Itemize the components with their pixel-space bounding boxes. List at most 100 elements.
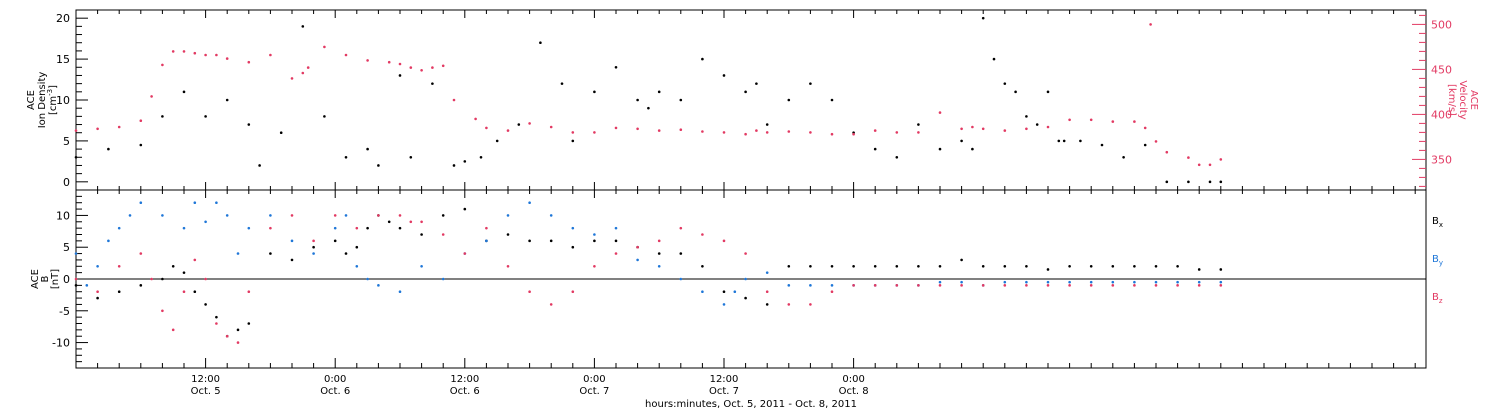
b-field-series-blue xyxy=(74,201,1223,306)
b-field-series-point xyxy=(873,284,877,287)
b-field-series-point xyxy=(809,303,812,306)
b-field-series-point xyxy=(171,328,175,332)
velocity-series-point xyxy=(420,69,423,72)
b-field-series-point xyxy=(139,252,143,255)
b-field-series-point xyxy=(333,226,337,230)
b-field-series-point xyxy=(1089,264,1093,268)
b-field-series-point xyxy=(420,220,423,224)
b-field-series-point xyxy=(1068,284,1071,287)
b-field-series-point xyxy=(290,239,294,243)
density-series-point xyxy=(161,115,164,118)
b-field-series-point xyxy=(74,284,78,287)
b-field-series-point xyxy=(1197,268,1201,271)
b-field-series-point xyxy=(485,226,488,230)
velocity-series-point xyxy=(873,129,877,132)
top-ylabel-unit-close: ] xyxy=(48,85,59,89)
x-tick-date: Oct. 5 xyxy=(191,386,221,397)
b-field-series-point xyxy=(960,258,963,262)
density-series-point xyxy=(204,115,207,118)
velocity-series-point xyxy=(161,63,164,67)
density-series-point xyxy=(182,90,186,94)
velocity-series-point xyxy=(306,66,310,69)
b-field-series-point xyxy=(1133,264,1136,268)
bottom-left-y-ticks: -10 -5 0 5 10 xyxy=(52,195,88,363)
b-field-series-point xyxy=(215,322,218,325)
b-field-series-point xyxy=(1219,268,1223,271)
density-series-point xyxy=(1014,90,1017,94)
velocity-series-point xyxy=(96,127,99,131)
bottom-ytick-label: 5 xyxy=(63,241,70,254)
x-tick-time: 0:00 xyxy=(324,374,346,385)
legend-bz-sub: z xyxy=(1439,297,1443,305)
velocity-series-point xyxy=(193,51,197,55)
b-field-series-point xyxy=(733,290,737,294)
b-field-series-point xyxy=(549,214,553,217)
density-series-point xyxy=(517,123,521,126)
top-ytick-label: 15 xyxy=(56,53,70,66)
b-field-series-point xyxy=(1197,284,1201,287)
b-field-series-point xyxy=(269,252,272,255)
b-field-series-point xyxy=(679,277,683,281)
bottom-panel-series xyxy=(74,201,1223,344)
velocity-series-point xyxy=(744,132,747,136)
velocity-series-point xyxy=(895,131,899,134)
density-series-point xyxy=(1208,180,1212,184)
x-tick-time: 0:00 xyxy=(842,374,864,385)
velocity-series-point xyxy=(344,53,348,57)
b-field-series-point xyxy=(312,245,315,249)
b-field-series-point xyxy=(852,284,855,287)
b-field-series-point xyxy=(593,239,596,243)
b-field-series-point xyxy=(377,214,380,217)
velocity-series-point xyxy=(398,62,402,66)
b-field-series-point xyxy=(1154,284,1158,287)
b-field-series-point xyxy=(1197,280,1201,284)
b-field-series-point xyxy=(1003,280,1007,284)
density-series-point xyxy=(614,65,618,69)
b-field-series-point xyxy=(139,284,143,287)
b-field-series-point xyxy=(96,264,99,268)
x-tick-time: 12:00 xyxy=(710,374,739,385)
velocity-series-point xyxy=(755,129,758,132)
b-field-series-point xyxy=(1111,280,1115,284)
velocity-series-point xyxy=(1089,118,1093,122)
b-field-series-point xyxy=(960,280,963,284)
b-field-series-point xyxy=(420,264,423,268)
b-field-series-point xyxy=(247,290,251,294)
b-field-series-point xyxy=(1133,284,1136,287)
velocity-series-point xyxy=(960,127,963,131)
b-field-series-point xyxy=(247,226,251,230)
top-ylabel-unit-exp: -3 xyxy=(46,89,54,96)
b-field-series-point xyxy=(171,264,175,268)
b-field-series-point xyxy=(960,284,963,287)
density-series-point xyxy=(1122,155,1125,159)
b-field-series-point xyxy=(1154,264,1158,268)
density-series-point xyxy=(722,74,726,77)
b-field-series-point xyxy=(528,239,531,243)
legend-bz-label: B xyxy=(1432,292,1439,303)
b-field-series-point xyxy=(765,303,769,306)
b-field-series-point xyxy=(722,239,726,243)
b-field-series-point xyxy=(593,233,596,236)
b-field-series-point xyxy=(657,252,661,255)
b-field-series-point xyxy=(215,201,218,205)
velocity-series-point xyxy=(722,131,726,134)
b-field-series-point xyxy=(765,271,769,274)
b-field-series-point xyxy=(722,303,726,306)
velocity-series-point xyxy=(1149,23,1152,26)
b-field-series-point xyxy=(636,258,639,262)
velocity-series-point xyxy=(387,60,391,64)
b-field-series-point xyxy=(830,290,834,294)
b-field-series-point xyxy=(355,226,359,230)
top-y2label-line2: Velocity xyxy=(1457,80,1468,119)
velocity-series-point xyxy=(150,95,153,98)
b-field-series-point xyxy=(366,226,369,230)
density-series-point xyxy=(636,98,639,102)
velocity-series-point xyxy=(204,53,207,57)
b-field-series-point xyxy=(1025,280,1028,284)
b-field-series-point xyxy=(107,239,110,243)
b-field-series-point xyxy=(215,315,218,319)
velocity-series-point xyxy=(1197,163,1201,167)
top-right-y-ticks: 350 400 450 500 xyxy=(1412,14,1452,187)
density-series-point xyxy=(809,82,812,85)
